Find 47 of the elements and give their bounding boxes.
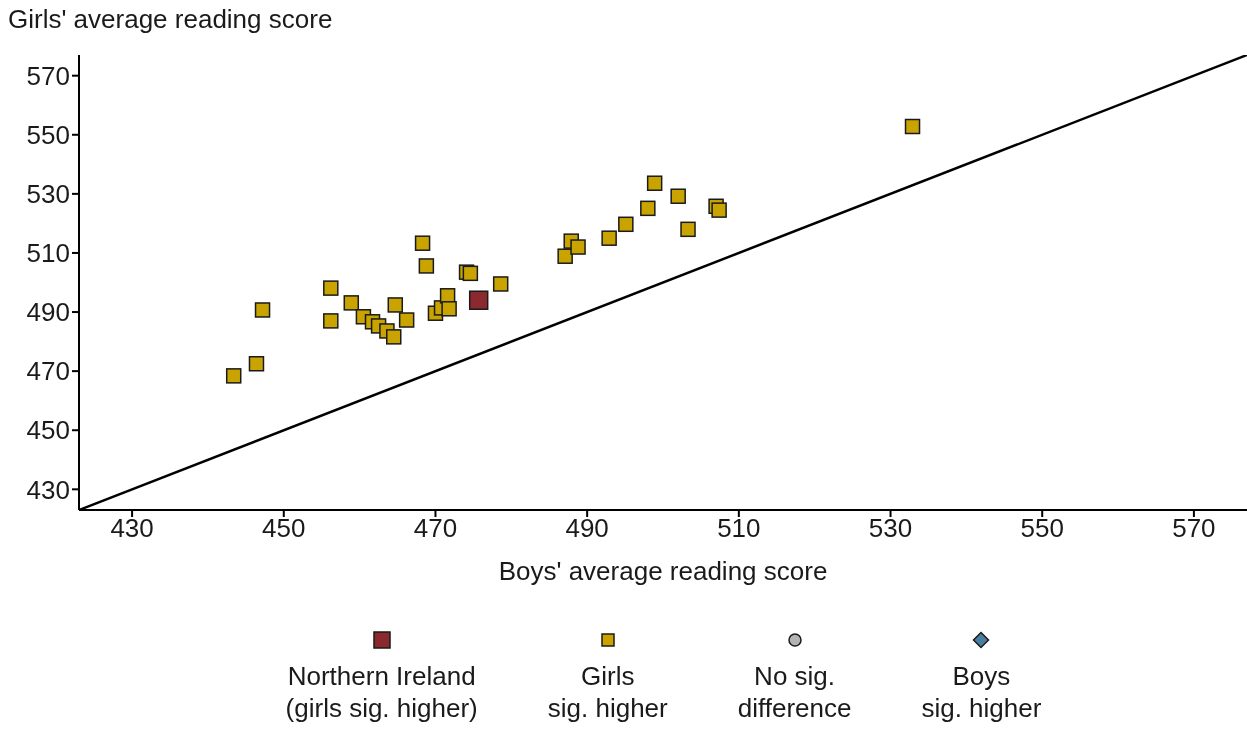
x-tick-label: 530 bbox=[868, 513, 913, 544]
point bbox=[557, 248, 573, 264]
point bbox=[670, 188, 686, 204]
x-tick-label: 550 bbox=[1020, 513, 1064, 544]
point bbox=[462, 265, 479, 282]
x-tick-label: 450 bbox=[262, 513, 306, 544]
point bbox=[386, 329, 402, 345]
point bbox=[601, 230, 617, 246]
point bbox=[418, 258, 435, 274]
y-axis-title: Girls' average reading score bbox=[8, 4, 333, 35]
point bbox=[570, 239, 586, 255]
legend-label: Boys sig. higher bbox=[921, 660, 1042, 724]
point bbox=[323, 313, 339, 329]
y-tick-label: 550 bbox=[26, 120, 70, 150]
point bbox=[618, 216, 634, 233]
y-tick-label: 530 bbox=[26, 179, 70, 210]
x-tick-label: 470 bbox=[413, 513, 458, 544]
y-tick-label: 490 bbox=[26, 297, 70, 328]
legend-label: No sig. difference bbox=[737, 660, 852, 724]
y-tick-label: 430 bbox=[26, 474, 70, 505]
x-axis-title: Boys' average reading score bbox=[498, 556, 828, 586]
point bbox=[414, 235, 431, 251]
point bbox=[904, 118, 921, 135]
point bbox=[343, 295, 360, 311]
legend-label: Northern Ireland (girls sig. higher) bbox=[285, 660, 478, 724]
y-tick-label: 450 bbox=[26, 415, 70, 446]
x-tick-label: 490 bbox=[565, 513, 609, 544]
point bbox=[646, 175, 663, 191]
point bbox=[387, 297, 404, 313]
point bbox=[323, 280, 339, 296]
point bbox=[492, 276, 509, 292]
point bbox=[441, 301, 457, 317]
x-tick-label: 510 bbox=[717, 513, 761, 544]
x-tick-label: 570 bbox=[1172, 513, 1216, 544]
point bbox=[254, 302, 271, 318]
point bbox=[640, 200, 656, 217]
point bbox=[398, 312, 415, 328]
y-tick-label: 470 bbox=[26, 356, 70, 387]
x-tick-label: 430 bbox=[110, 513, 154, 544]
y-tick-label: 510 bbox=[26, 238, 70, 269]
y-tick-label: 570 bbox=[26, 60, 70, 91]
point bbox=[248, 356, 265, 372]
point bbox=[225, 368, 242, 384]
point bbox=[680, 221, 696, 238]
point bbox=[468, 290, 489, 310]
legend-label: Girls sig. higher bbox=[547, 660, 668, 724]
point bbox=[711, 202, 727, 218]
